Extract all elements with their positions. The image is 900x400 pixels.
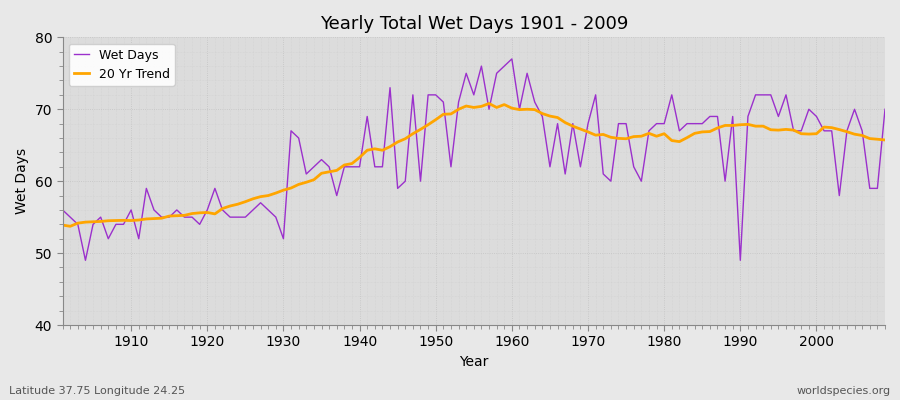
X-axis label: Year: Year xyxy=(459,355,489,369)
20 Yr Trend xyxy=(483,101,494,106)
20 Yr Trend xyxy=(514,107,525,112)
Wet Days xyxy=(339,164,350,169)
Text: worldspecies.org: worldspecies.org xyxy=(796,386,891,396)
20 Yr Trend xyxy=(339,162,350,167)
Wet Days xyxy=(507,56,517,61)
Line: 20 Yr Trend: 20 Yr Trend xyxy=(63,104,885,226)
20 Yr Trend xyxy=(522,107,533,112)
20 Yr Trend xyxy=(293,182,304,187)
20 Yr Trend xyxy=(613,136,624,141)
Y-axis label: Wet Days: Wet Days xyxy=(15,148,29,214)
20 Yr Trend xyxy=(65,224,76,229)
Wet Days xyxy=(80,258,91,263)
Wet Days xyxy=(58,208,68,212)
Line: Wet Days: Wet Days xyxy=(63,59,885,260)
Wet Days xyxy=(613,121,624,126)
20 Yr Trend xyxy=(58,223,68,228)
Wet Days xyxy=(293,136,304,140)
Wet Days xyxy=(879,107,890,112)
Text: Latitude 37.75 Longitude 24.25: Latitude 37.75 Longitude 24.25 xyxy=(9,386,185,396)
Wet Days xyxy=(126,208,137,212)
Title: Yearly Total Wet Days 1901 - 2009: Yearly Total Wet Days 1901 - 2009 xyxy=(320,15,628,33)
Wet Days xyxy=(514,107,525,112)
Legend: Wet Days, 20 Yr Trend: Wet Days, 20 Yr Trend xyxy=(68,44,175,86)
20 Yr Trend xyxy=(126,218,137,223)
20 Yr Trend xyxy=(879,138,890,142)
Wet Days xyxy=(522,71,533,76)
